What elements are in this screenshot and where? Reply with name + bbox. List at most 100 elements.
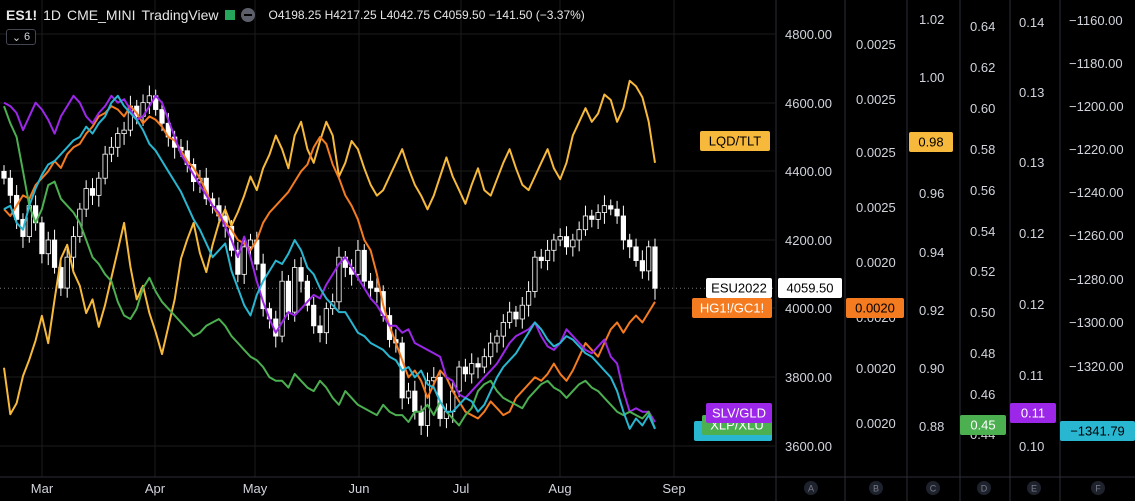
candle-body — [108, 146, 115, 155]
candle-body — [70, 236, 77, 258]
axis-letter: D — [981, 484, 988, 494]
candle-body — [405, 390, 412, 399]
candle-body — [115, 133, 121, 148]
series-line-hg1-gc1- — [3, 105, 656, 420]
candle-body — [304, 280, 310, 306]
cyan-tick-label: −1160.00 — [1069, 13, 1123, 28]
candle-body — [589, 215, 595, 220]
candle-body — [317, 325, 323, 334]
hg-gc-name-label: HG1!/GC1! — [700, 301, 764, 316]
slv-gld-tick-label: 0.12 — [1019, 297, 1044, 312]
candle-body — [481, 356, 487, 368]
candle-body — [595, 212, 601, 220]
candle-body — [462, 366, 468, 375]
candle-body — [374, 287, 380, 292]
candle-body — [51, 239, 58, 268]
chevron-down-icon: ⌄ — [11, 31, 22, 44]
indicators-toggle-button[interactable]: ⌄ 6 — [6, 29, 36, 45]
interval[interactable]: 1D — [43, 7, 62, 23]
candle-body — [292, 267, 298, 313]
price-tick-label: 4800.00 — [785, 27, 832, 42]
candle-body — [652, 246, 658, 289]
candle-body — [146, 95, 152, 104]
xlp-xlu-tick-label: 0.50 — [970, 305, 995, 320]
candle-body — [159, 109, 165, 124]
candle-body — [563, 236, 570, 248]
series-labels: 4059.50 0.0020 0.98 0.45 0.11 −1341.79 LQD/TLT… — [692, 131, 1135, 441]
slv-gld-tick-label: 0.14 — [1019, 15, 1044, 30]
lqd-tlt-value-badge: 0.98 — [918, 135, 943, 150]
xlp-xlu-tick-label: 0.64 — [970, 19, 995, 34]
slv-gld-name-label-bg — [706, 403, 772, 423]
main-series-name-label: ESU2022 — [711, 281, 767, 296]
candle-body — [519, 304, 525, 320]
slv-gld-tick-label: 0.13 — [1019, 155, 1044, 170]
hg-gc-tick-label: 0.0020 — [856, 255, 896, 270]
cyan-value-badge-bg — [1060, 421, 1135, 441]
lqd-tlt-name-label: LQD/TLT — [709, 134, 762, 149]
candle-body — [576, 229, 582, 241]
axis-letter-badge — [804, 481, 818, 495]
x-tick-label: Mar — [31, 481, 54, 496]
lqd-tlt-tick-label: 0.96 — [919, 186, 944, 201]
axis-panel — [776, 0, 1135, 501]
candle-body — [557, 236, 563, 241]
candle-body — [513, 311, 519, 320]
lqd-tlt-tick-label: 1.00 — [919, 70, 944, 85]
candle-body — [45, 239, 51, 255]
hg-gc-tick-label: 0.0025 — [856, 92, 896, 107]
candle-body — [89, 188, 96, 196]
xlp-xlu-tick-label: 0.48 — [970, 346, 995, 361]
exchange: CME_MINI — [67, 7, 136, 23]
axis-letter: A — [808, 484, 814, 494]
candle-body — [614, 208, 620, 217]
slv-gld-value-badge-bg — [1010, 403, 1056, 423]
hg-gc-tick-label: 0.0025 — [856, 37, 896, 52]
visibility-icon[interactable] — [240, 8, 255, 22]
symbol[interactable]: ES1! — [6, 7, 38, 23]
series-line-xlp-xlu — [3, 105, 656, 430]
xlp-xlu-tick-label: 0.60 — [970, 101, 995, 116]
axis-letter: E — [1031, 484, 1037, 494]
cyan-tick-label: −1320.00 — [1069, 359, 1124, 374]
candle-body — [488, 342, 494, 358]
lqd-tlt-tick-label: 0.92 — [919, 303, 944, 318]
series-line-slv-gld — [3, 94, 656, 423]
candle-body — [64, 256, 70, 289]
candle-body — [39, 222, 45, 255]
candle-body — [96, 177, 102, 196]
axis-letter-badge — [869, 481, 883, 495]
axis-letter: C — [930, 484, 937, 494]
candle-body — [298, 267, 304, 282]
candle-body — [7, 177, 13, 196]
candle-body — [532, 256, 538, 292]
candle-body — [507, 311, 513, 323]
x-tick-label: Apr — [145, 481, 166, 496]
lqd-tlt-tick-label: 0.94 — [919, 245, 944, 260]
cyan-tick-label: −1280.00 — [1069, 272, 1124, 287]
xlp-xlu-value-badge-bg — [960, 415, 1006, 435]
candle-body — [475, 363, 481, 368]
slv-gld-name-label: SLV/GLD — [712, 406, 766, 421]
hg-gc-tick-label: 0.0020 — [856, 361, 896, 376]
flag-icon[interactable] — [224, 10, 235, 20]
candle-body — [494, 335, 500, 344]
x-tick-label: Aug — [548, 481, 571, 496]
candle-body — [361, 249, 367, 282]
candle-body — [241, 246, 247, 275]
candle-body — [323, 308, 329, 334]
candle-body — [367, 280, 374, 289]
candle-body — [582, 215, 589, 231]
axis-letter-badge — [977, 481, 991, 495]
source: TradingView — [141, 7, 219, 23]
xlp-xlu-tick-label: 0.54 — [970, 224, 995, 239]
slv-gld-value-badge: 0.11 — [1021, 406, 1045, 421]
xlp-xlu-tick-label: 0.52 — [970, 264, 995, 279]
price-tick-label: 3800.00 — [785, 370, 832, 385]
slv-gld-tick-label: 0.12 — [1019, 226, 1044, 241]
chart-header: ES1! 1D CME_MINI TradingView O4198.25 H4… — [6, 5, 585, 25]
candle-body — [538, 256, 544, 261]
hg-gc-value-badge: 0.0020 — [855, 301, 895, 316]
